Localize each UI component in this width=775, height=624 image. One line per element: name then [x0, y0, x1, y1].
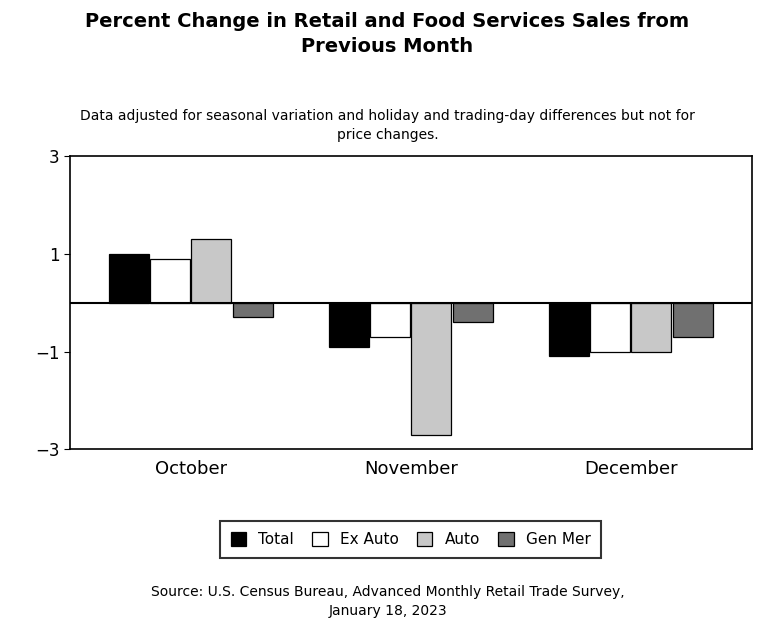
Bar [232, 303, 273, 317]
Text: Percent Change in Retail and Food Services Sales from
Previous Month: Percent Change in Retail and Food Servic… [85, 12, 690, 57]
Bar [109, 254, 149, 303]
Bar [549, 303, 589, 356]
Legend: Total, Ex Auto, Auto, Gen Mer: Total, Ex Auto, Auto, Gen Mer [220, 522, 601, 558]
Bar [191, 239, 232, 303]
Bar [370, 303, 410, 337]
Bar [329, 303, 369, 347]
Bar [453, 303, 493, 322]
Bar [632, 303, 671, 351]
Text: Data adjusted for seasonal variation and holiday and trading-day differences but: Data adjusted for seasonal variation and… [80, 109, 695, 142]
Bar [150, 258, 190, 303]
Bar [673, 303, 713, 337]
Bar [590, 303, 630, 351]
Text: Source: U.S. Census Bureau, Advanced Monthly Retail Trade Survey,
January 18, 20: Source: U.S. Census Bureau, Advanced Mon… [150, 585, 625, 618]
Bar [412, 303, 451, 434]
